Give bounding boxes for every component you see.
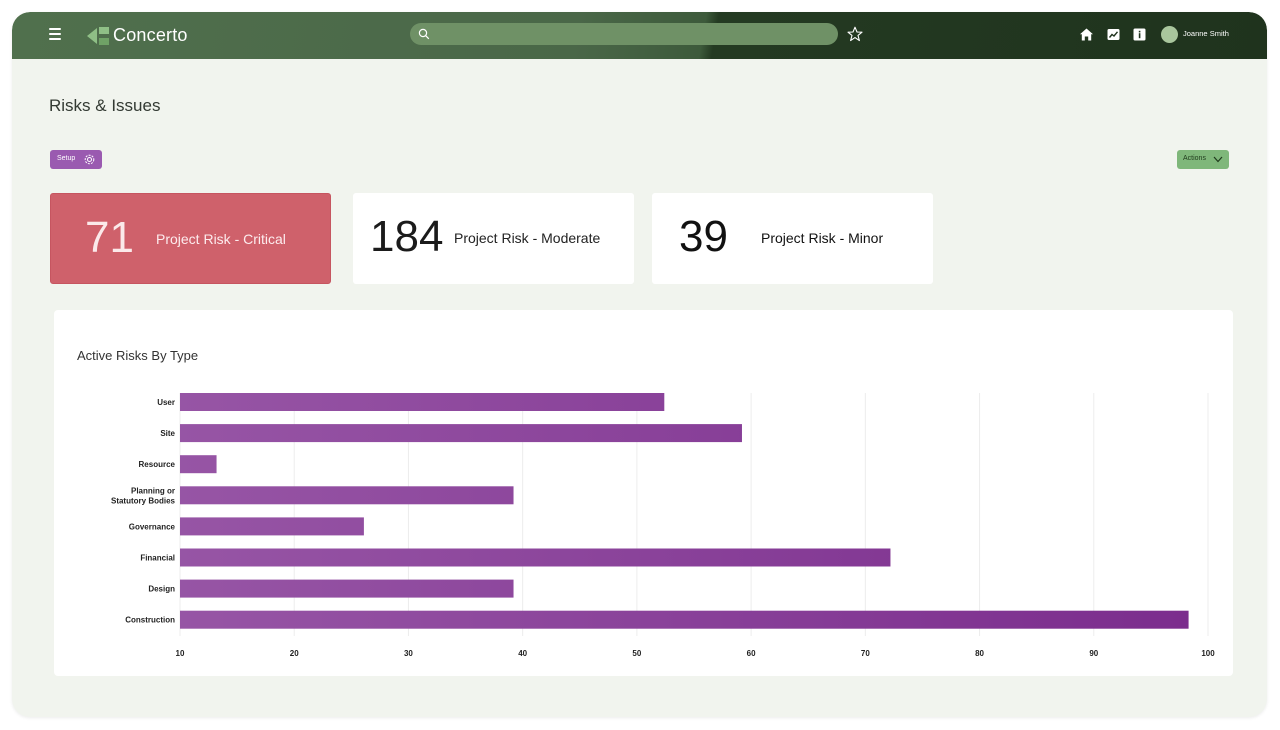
- category-label: User: [157, 398, 175, 407]
- x-tick-label: 70: [861, 649, 870, 658]
- x-tick-label: 50: [632, 649, 641, 658]
- x-tick-label: 20: [290, 649, 299, 658]
- menu-icon[interactable]: [49, 28, 61, 41]
- x-tick-label: 60: [747, 649, 756, 658]
- setup-button-label: Setup: [57, 155, 76, 162]
- page-title: Risks & Issues: [49, 96, 161, 115]
- search-icon: [418, 28, 430, 40]
- category-label: Resource: [139, 460, 176, 469]
- app-title[interactable]: Concerto: [113, 25, 188, 45]
- bar: [180, 610, 1189, 629]
- category-label: Site: [160, 429, 175, 438]
- moderate-risk-label: Project Risk - Moderate: [454, 230, 601, 246]
- category-label: Financial: [140, 554, 175, 563]
- stat-card-critical[interactable]: 71 Project Risk - Critical: [50, 193, 331, 284]
- x-tick-label: 10: [176, 649, 185, 658]
- critical-risk-label: Project Risk - Critical: [156, 231, 286, 247]
- category-label: Construction: [125, 616, 175, 625]
- x-tick-label: 30: [404, 649, 413, 658]
- stat-card-moderate[interactable]: 184 Project Risk - Moderate: [353, 193, 634, 284]
- search-bar[interactable]: [410, 23, 838, 45]
- minor-risk-count: 39: [679, 212, 728, 261]
- bar: [180, 455, 217, 474]
- home-icon[interactable]: [1079, 27, 1094, 42]
- bar: [180, 393, 665, 411]
- x-tick-label: 90: [1089, 649, 1098, 658]
- category-label: Planning or: [131, 486, 175, 495]
- active-risks-chart-card: Active Risks By Type 10 20 30 40 50 60 70 80 90 1…: [54, 310, 1233, 676]
- chart-title: Active Risks By Type: [77, 348, 199, 363]
- category-label: Statutory Bodies: [111, 496, 176, 505]
- bar: [180, 517, 364, 536]
- bar: [180, 579, 514, 598]
- x-tick-label: 40: [518, 649, 527, 658]
- actions-button-label: Actions: [1183, 155, 1206, 162]
- critical-risk-count: 71: [85, 213, 134, 262]
- concerto-logo-icon[interactable]: [86, 25, 110, 47]
- category-label: Governance: [129, 522, 176, 531]
- bar: [180, 486, 514, 505]
- bar: [180, 548, 891, 567]
- gear-icon: [84, 154, 95, 165]
- top-navigation-bar: Concerto Joanne Smith: [12, 12, 1267, 59]
- category-label: Design: [148, 585, 175, 594]
- x-tick-label: 80: [975, 649, 984, 658]
- star-icon[interactable]: [847, 26, 863, 42]
- bar: [180, 424, 742, 443]
- avatar[interactable]: [1161, 26, 1178, 43]
- info-icon[interactable]: [1132, 27, 1147, 42]
- minor-risk-label: Project Risk - Minor: [761, 230, 884, 246]
- actions-button[interactable]: Actions: [1177, 150, 1229, 169]
- moderate-risk-count: 184: [370, 212, 444, 261]
- chart-icon[interactable]: [1106, 27, 1121, 42]
- x-tick-label: 100: [1201, 649, 1215, 658]
- user-name[interactable]: Joanne Smith: [1183, 29, 1229, 38]
- app-window: Concerto Joanne Smith Risks & Issues Se: [12, 12, 1267, 717]
- search-input[interactable]: [436, 25, 830, 45]
- risk-bar-chart: 10 20 30 40 50 60 70 80 90 100 User Site Resource Pla…: [111, 393, 1215, 658]
- setup-button[interactable]: Setup: [50, 150, 102, 169]
- stat-card-minor[interactable]: 39 Project Risk - Minor: [652, 193, 933, 284]
- chevron-down-icon: [1213, 156, 1223, 163]
